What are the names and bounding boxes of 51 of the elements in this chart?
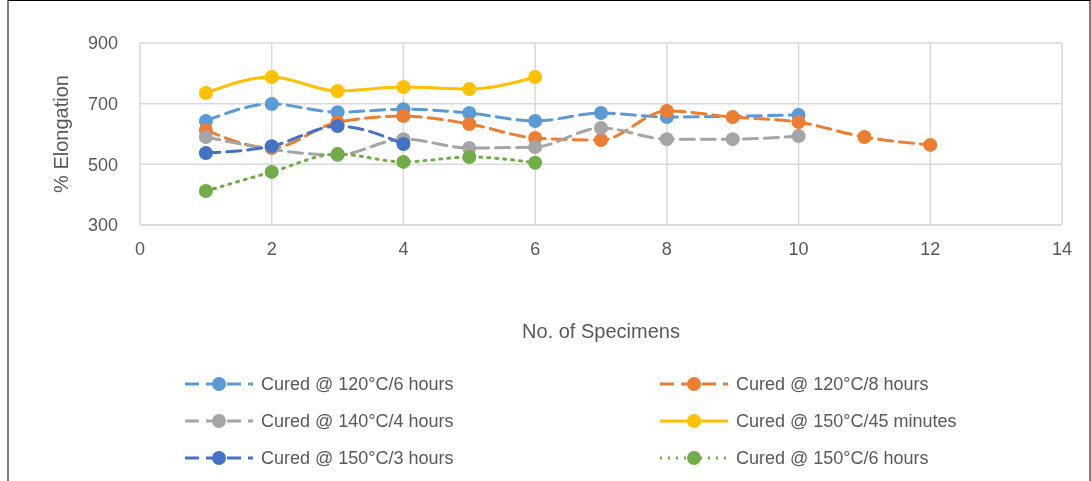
point — [264, 164, 279, 179]
x-tick-label: 4 — [398, 239, 409, 259]
point — [528, 69, 543, 84]
point — [594, 120, 608, 135]
point — [791, 115, 806, 130]
x-tick-label: 0 — [134, 239, 146, 259]
point — [396, 154, 411, 169]
y-tick-label: 900 — [87, 33, 118, 54]
point — [528, 155, 543, 170]
point — [330, 83, 345, 98]
point — [264, 96, 279, 111]
point — [198, 130, 213, 145]
y-axis-title: % Elongation — [50, 75, 72, 193]
legend-label: Cured @ 150°C/6 hours — [736, 448, 929, 469]
point — [857, 130, 872, 145]
point — [396, 109, 411, 124]
y-tick-label: 500 — [87, 154, 118, 175]
point — [923, 137, 938, 152]
x-tick-label: 14 — [1051, 239, 1073, 259]
legend-label: Cured @ 120°C/6 hours — [261, 374, 454, 395]
point — [396, 79, 411, 94]
point — [528, 140, 543, 155]
point — [396, 137, 411, 152]
x-tick-label: 6 — [530, 239, 541, 259]
point — [462, 82, 477, 97]
x-tick-label: 12 — [920, 239, 941, 259]
y-tick-label: 700 — [87, 93, 118, 114]
point — [791, 129, 806, 144]
point — [725, 110, 740, 125]
x-tick-label: 10 — [788, 239, 809, 259]
x-tick-label: 2 — [266, 239, 277, 259]
point — [659, 103, 674, 118]
legend-label: Cured @ 150°C/45 minutes — [736, 411, 957, 432]
point — [594, 133, 608, 148]
point — [725, 132, 740, 147]
point — [659, 132, 674, 147]
point — [528, 113, 543, 128]
point — [462, 116, 477, 131]
legend-label: Cured @ 120°C/8 hours — [736, 374, 929, 395]
point — [198, 86, 213, 101]
point — [198, 184, 213, 199]
point — [264, 69, 279, 84]
legend-label: Cured @ 140°C/4 hours — [261, 411, 454, 432]
point — [462, 150, 477, 165]
x-axis-title: No. of Specimens — [522, 320, 680, 342]
point — [198, 146, 213, 161]
legend-label: Cured @ 150°C/3 hours — [261, 448, 454, 469]
point — [330, 119, 345, 134]
y-tick-label: 300 — [87, 215, 118, 236]
point — [594, 106, 608, 121]
x-tick-label: 8 — [661, 239, 672, 259]
